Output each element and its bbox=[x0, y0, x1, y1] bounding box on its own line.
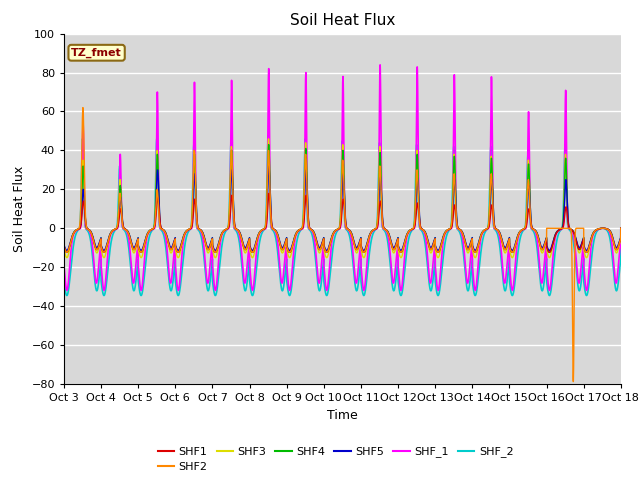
Legend: SHF1, SHF2, SHF3, SHF4, SHF5, SHF_1, SHF_2: SHF1, SHF2, SHF3, SHF4, SHF5, SHF_1, SHF… bbox=[153, 442, 518, 477]
Y-axis label: Soil Heat Flux: Soil Heat Flux bbox=[13, 166, 26, 252]
Title: Soil Heat Flux: Soil Heat Flux bbox=[290, 13, 395, 28]
X-axis label: Time: Time bbox=[327, 408, 358, 421]
Text: TZ_fmet: TZ_fmet bbox=[71, 48, 122, 58]
